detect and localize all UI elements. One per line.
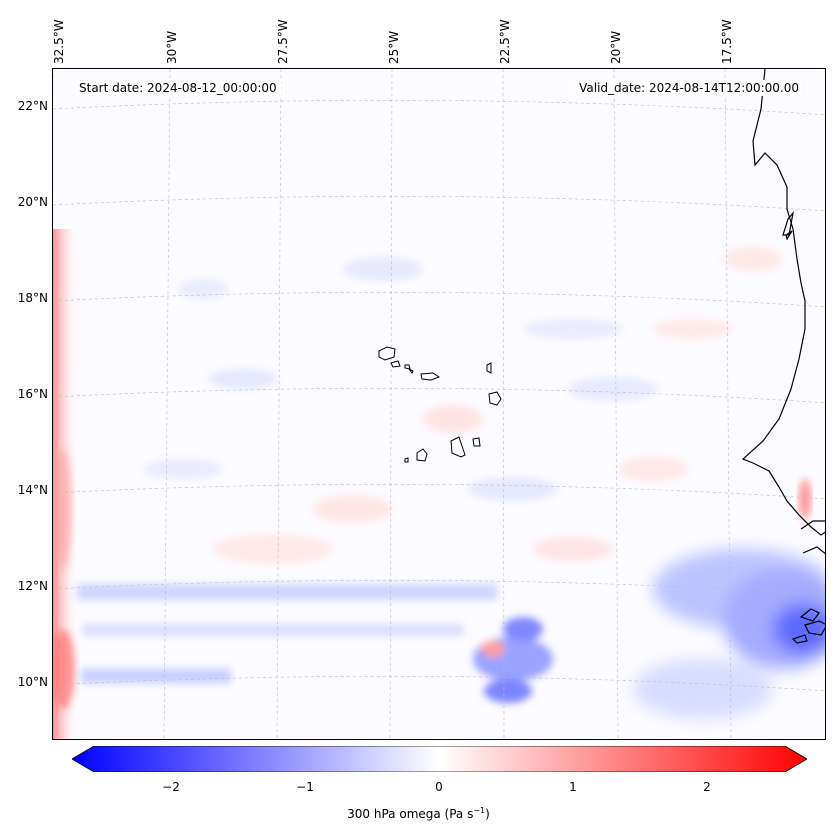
colorbar-label-main: 300 hPa omega (Pa s [347,807,474,821]
southern-ascent-band [77,584,553,703]
map-panel: Start date: 2024-08-12_00:00:00 Valid_da… [52,68,826,740]
lat-label-10n: 10°N [17,675,48,689]
lon-label-30w: 30°W [165,30,179,64]
lon-label-20w: 20°W [609,30,623,64]
lat-label-16n: 16°N [17,387,48,401]
lat-label-18n: 18°N [17,291,48,305]
cape-verde-islands [378,346,502,463]
lon-label-32-5w: 32.5°W [52,19,66,64]
coastal-ascent-region [633,549,825,719]
lon-label-17-5w: 17.5°W [720,19,734,64]
lon-label-27-5w: 27.5°W [276,19,290,64]
lon-label-25w: 25°W [387,30,401,64]
colorbar-tick-2: 2 [703,780,711,794]
omega-field-map [53,69,825,739]
lon-label-22-5w: 22.5°W [498,19,512,64]
omega-weak-features [143,247,783,564]
valid-date-label: Valid_date: 2024-08-14T12:00:00.00 [575,80,803,96]
colorbar [72,746,807,772]
lat-label-14n: 14°N [17,483,48,497]
colorbar-tick-neg1: −1 [296,780,314,794]
africa-coastline [741,69,825,644]
colorbar-tick-1: 1 [569,780,577,794]
start-date-label: Start date: 2024-08-12_00:00:00 [75,80,281,96]
colorbar-tick-neg2: −2 [162,780,180,794]
colorbar-label-close: ) [485,807,490,821]
colorbar-gradient [72,746,807,772]
lat-label-22n: 22°N [17,99,48,113]
lat-label-20n: 20°N [17,195,48,209]
graticule [53,69,825,739]
colorbar-label: 300 hPa omega (Pa s−1) [0,806,837,821]
colorbar-label-exponent: −1 [473,806,486,815]
lat-label-12n: 12°N [17,579,48,593]
colorbar-tick-0: 0 [435,780,443,794]
